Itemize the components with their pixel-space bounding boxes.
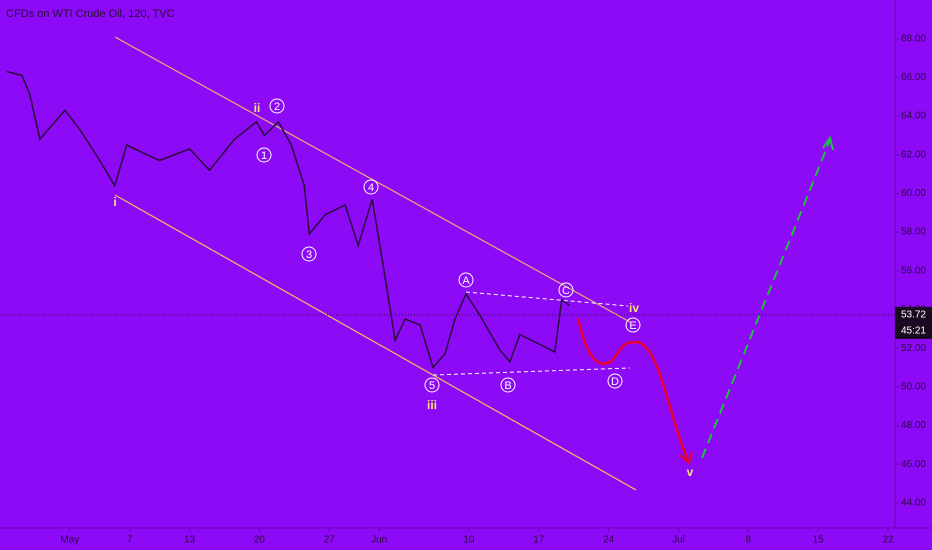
wave-circle [607, 373, 623, 389]
wave-label: v [687, 465, 694, 479]
wave-label: ii [254, 101, 261, 115]
upper-channel [114, 36, 631, 323]
y-tick-label: 64.00 [901, 111, 926, 122]
wave-label: i [113, 195, 116, 209]
wave-label: D [611, 376, 619, 388]
price-line [6, 70, 571, 370]
wave-label: iv [629, 301, 639, 315]
x-tick-label: Jul [672, 535, 685, 546]
last-price-box [895, 306, 932, 323]
countdown: 45:21 [901, 326, 926, 337]
y-tick-label: 50.00 [901, 381, 926, 392]
wave-circle [458, 272, 474, 288]
wave-circle [269, 98, 285, 114]
x-tick-label: 27 [324, 535, 336, 546]
y-tick-label: 44.00 [901, 497, 926, 508]
wave-circle [256, 147, 272, 163]
wave-circle [500, 377, 516, 393]
wave-label: 4 [368, 182, 374, 194]
y-tick-label: 48.00 [901, 420, 926, 431]
wave-label: C [562, 285, 570, 297]
forecast-green [701, 139, 831, 459]
wave-label: 3 [306, 249, 312, 261]
y-tick-label: 56.00 [901, 265, 926, 276]
forecast-red [576, 317, 690, 461]
chart-title: CFDs on WTI Crude Oil, 120, TVC [6, 8, 175, 20]
y-tick-label: 46.00 [901, 459, 926, 470]
x-tick-label: Jun [371, 535, 387, 546]
forecast-red-arrow [679, 451, 693, 465]
wave-circle [558, 282, 574, 298]
x-tick-label: 17 [533, 535, 545, 546]
wave-label: A [462, 275, 470, 287]
x-tick-label: 20 [254, 535, 266, 546]
y-tick-label: 52.00 [901, 343, 926, 354]
x-tick-label: 7 [127, 535, 133, 546]
x-tick-label: 8 [746, 535, 752, 546]
last-price-label: 53.72 [901, 310, 926, 321]
x-tick-label: 10 [463, 535, 475, 546]
y-tick-label: 68.00 [901, 33, 926, 44]
wave-label: iii [427, 398, 437, 412]
wave-circle [363, 179, 379, 195]
x-tick-label: 13 [184, 535, 196, 546]
y-tick-label: 58.00 [901, 227, 926, 238]
y-tick-label: 66.00 [901, 72, 926, 83]
forecast-green-arrow [822, 135, 834, 151]
x-tick-label: 24 [603, 535, 615, 546]
x-tick-label: 22 [882, 535, 894, 546]
wave-label: 1 [261, 150, 267, 162]
wave-circle [625, 317, 641, 333]
wave-circle [301, 246, 317, 262]
wave-circle [424, 377, 440, 393]
wave-label: E [629, 320, 636, 332]
y-tick-label: 60.00 [901, 188, 926, 199]
countdown-box [895, 322, 932, 339]
wave-label: B [504, 380, 511, 392]
lower-channel [114, 194, 637, 491]
x-tick-label: 15 [813, 535, 825, 546]
triangle-upper [465, 291, 629, 307]
triangle-lower [432, 367, 631, 376]
wave-label: 2 [274, 101, 280, 113]
y-tick-label: 62.00 [901, 149, 926, 160]
x-tick-label: May [60, 535, 79, 546]
wave-label: 5 [429, 380, 435, 392]
